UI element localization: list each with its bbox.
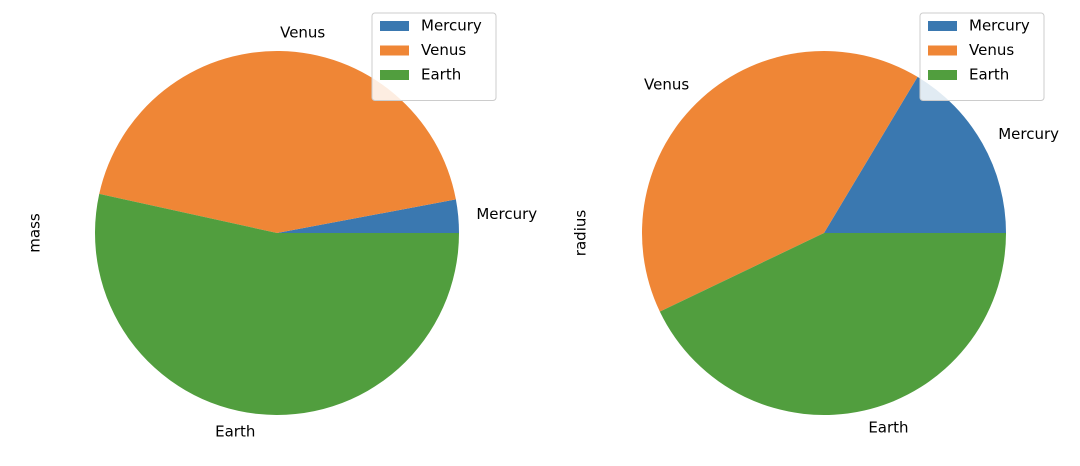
pie-slice [824,76,1006,234]
pie-slice [659,233,1006,415]
legend-swatch [380,45,409,56]
legend-label: Venus [969,41,1014,59]
legend-swatch [928,70,957,80]
slice-label: Mercury [998,125,1059,143]
legend-label: Venus [421,41,466,59]
pie-slice [642,51,918,312]
y-axis-label: radius [572,210,590,257]
slice-label: Venus [644,75,689,93]
pie-slice [277,199,459,233]
slice-label: Mercury [476,205,537,223]
legend-swatch [380,21,409,31]
slice-label: Earth [215,423,255,441]
pie-slice [95,193,459,415]
pie-slice [99,50,456,234]
legend-swatch [928,21,957,31]
legend-label: Earth [969,66,1009,84]
slice-label: Venus [280,23,325,41]
legend-label: Earth [421,66,461,84]
y-axis-label: mass [26,213,44,253]
legend-label: Mercury [421,17,482,35]
legend-swatch [928,45,957,56]
slice-label: Earth [868,419,908,437]
legend-swatch [380,70,409,80]
legend-label: Mercury [969,17,1030,35]
